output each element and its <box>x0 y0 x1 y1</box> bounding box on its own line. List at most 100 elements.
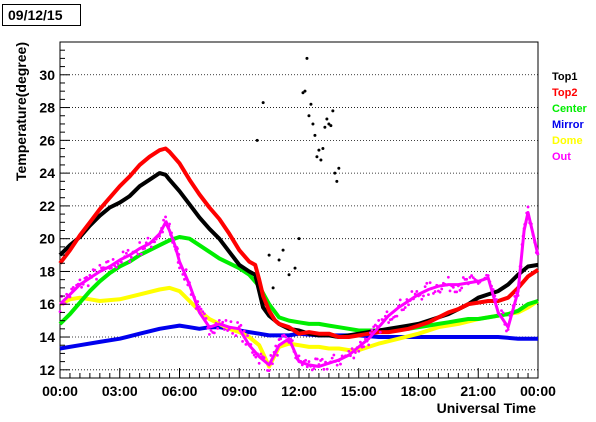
data-point <box>251 351 254 354</box>
legend-entry: Top2 <box>552 87 577 99</box>
data-point <box>515 291 518 295</box>
data-point <box>335 179 339 183</box>
data-point <box>520 243 524 246</box>
data-point <box>148 241 152 245</box>
data-point <box>193 295 196 299</box>
data-point <box>277 258 281 262</box>
y-tick-label: 28 <box>39 100 55 116</box>
x-tick-label: 18:00 <box>401 383 437 399</box>
data-point <box>525 213 529 216</box>
data-point <box>524 220 528 224</box>
legend-entry: Mirror <box>552 119 585 131</box>
data-point <box>354 351 357 354</box>
data-point <box>183 277 186 281</box>
data-point <box>390 317 394 321</box>
data-point <box>335 363 339 367</box>
data-point <box>333 171 337 175</box>
data-point <box>252 353 256 357</box>
data-point <box>303 89 307 93</box>
data-point <box>420 297 424 301</box>
data-point <box>334 359 337 363</box>
data-point <box>254 355 258 359</box>
x-tick-label: 21:00 <box>460 383 496 399</box>
data-point <box>88 273 92 277</box>
data-point <box>337 359 341 363</box>
data-point <box>407 303 410 307</box>
data-point <box>339 362 342 366</box>
data-point <box>167 224 171 228</box>
data-point <box>212 331 216 335</box>
data-point <box>173 244 176 248</box>
data-point <box>272 350 276 354</box>
data-point <box>337 166 341 170</box>
data-point <box>503 322 507 326</box>
data-point <box>269 354 273 357</box>
data-point <box>259 352 263 356</box>
data-point <box>184 268 188 272</box>
data-point <box>246 334 249 337</box>
data-point <box>432 292 435 295</box>
data-point <box>177 253 181 256</box>
data-point <box>299 359 303 363</box>
y-tick-label: 12 <box>39 362 55 378</box>
y-tick-label: 20 <box>39 231 55 247</box>
data-point <box>120 260 123 264</box>
axes: 12 14 16 18 20 22 24 26 28 30 00:00 03:00 06:00 09:00… <box>39 49 556 399</box>
data-point <box>300 363 304 367</box>
series-line <box>58 211 540 368</box>
data-point <box>495 298 498 301</box>
data-point <box>255 138 259 142</box>
data-point <box>290 339 294 343</box>
series-center <box>58 235 539 333</box>
x-tick-label: 03:00 <box>102 383 138 399</box>
data-point <box>534 251 538 254</box>
data-point <box>347 349 351 353</box>
data-point <box>466 282 470 286</box>
plot-frame <box>59 41 539 379</box>
data-point <box>257 361 261 365</box>
data-point <box>163 223 166 227</box>
data-point <box>229 320 233 324</box>
data-point <box>397 304 400 308</box>
data-point <box>368 331 372 335</box>
data-point <box>501 311 505 315</box>
x-tick-label: 12:00 <box>281 383 317 399</box>
data-point <box>375 325 379 328</box>
data-point <box>73 287 77 291</box>
data-point <box>232 326 236 330</box>
data-point <box>176 261 180 264</box>
data-point <box>418 293 422 297</box>
data-point <box>468 276 472 279</box>
data-point <box>162 218 165 222</box>
data-point <box>516 294 520 297</box>
data-point <box>267 253 271 257</box>
data-point <box>385 310 389 314</box>
y-axis-label: Temperature(degree) <box>13 42 29 181</box>
data-point <box>498 313 502 317</box>
data-point <box>533 241 537 244</box>
data-point <box>217 318 221 322</box>
legend-entry: Center <box>552 103 588 115</box>
data-point <box>301 91 305 95</box>
data-point <box>448 289 452 293</box>
data-point <box>196 300 200 303</box>
data-point <box>191 293 195 296</box>
data-point <box>98 263 102 267</box>
data-point <box>446 275 450 279</box>
data-point <box>149 245 153 249</box>
data-point <box>304 358 308 362</box>
data-point <box>249 343 253 346</box>
data-point <box>146 236 150 240</box>
data-point <box>456 284 460 288</box>
data-point <box>313 133 317 137</box>
data-point <box>359 340 362 344</box>
data-point <box>227 327 231 331</box>
data-point <box>500 309 503 313</box>
data-point <box>317 148 321 152</box>
data-point <box>271 286 275 290</box>
data-point <box>410 290 414 293</box>
data-point <box>362 345 366 349</box>
data-point <box>490 284 493 288</box>
series-top2 <box>58 146 540 339</box>
data-point <box>511 304 515 308</box>
